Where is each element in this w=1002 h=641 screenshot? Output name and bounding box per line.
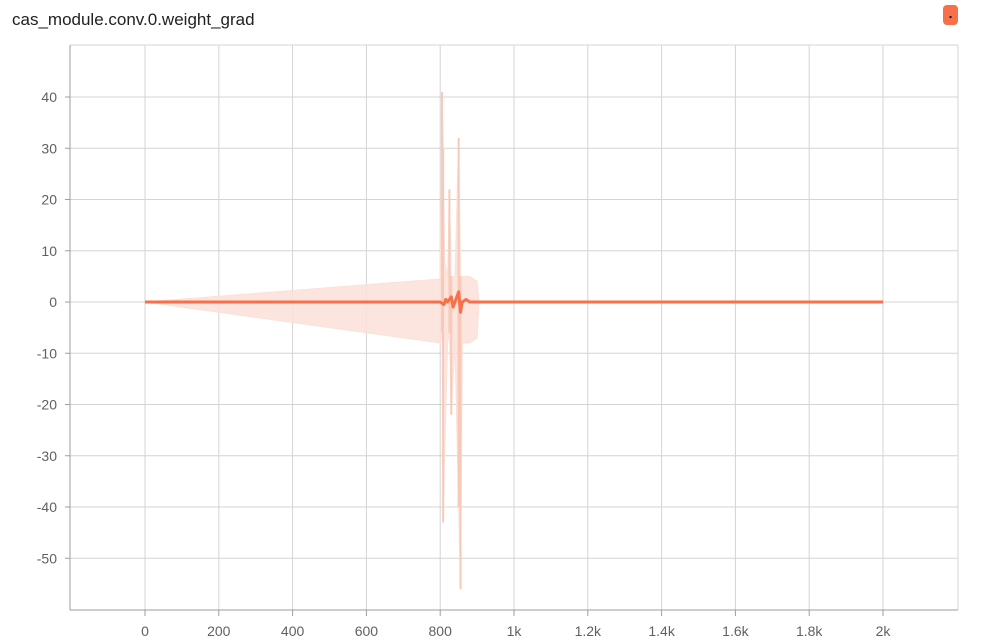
x-tick-label: 1k — [507, 623, 523, 639]
y-tick-label: 0 — [49, 294, 57, 310]
y-tick-label: -10 — [37, 345, 57, 361]
y-tick-label: 20 — [41, 192, 57, 208]
x-tick-label: 1.6k — [722, 623, 749, 639]
x-tick-label: 2k — [876, 623, 892, 639]
x-tick-label: 1.4k — [648, 623, 675, 639]
x-tick-label: 1.8k — [796, 623, 823, 639]
x-tick-label: 800 — [429, 623, 453, 639]
y-tick-label: 40 — [41, 89, 57, 105]
series-line — [145, 290, 883, 314]
series-band — [144, 91, 883, 590]
grid-lines — [70, 44, 959, 610]
chart-title: cas_module.conv.0.weight_grad — [12, 10, 255, 29]
x-tick-label: 1.2k — [575, 623, 602, 639]
x-tick-label: 600 — [355, 623, 379, 639]
x-tick-label: 200 — [207, 623, 231, 639]
x-tick-label: 400 — [281, 623, 305, 639]
plot-area — [144, 91, 883, 590]
y-tick-label: -20 — [37, 397, 57, 413]
tick-labels: 0 200 400 600 800 1k 1.2k 1.4k 1.6k 1.8k 2k 40 30 20 1… — [37, 89, 892, 639]
y-tick-label: -50 — [37, 550, 57, 566]
y-tick-label: 10 — [41, 243, 57, 259]
axes — [65, 45, 958, 616]
x-tick-label: 0 — [141, 623, 149, 639]
y-tick-label: -40 — [37, 499, 57, 515]
y-tick-label: -30 — [37, 448, 57, 464]
y-tick-label: 30 — [41, 140, 57, 156]
options-badge[interactable]: . — [943, 5, 958, 25]
